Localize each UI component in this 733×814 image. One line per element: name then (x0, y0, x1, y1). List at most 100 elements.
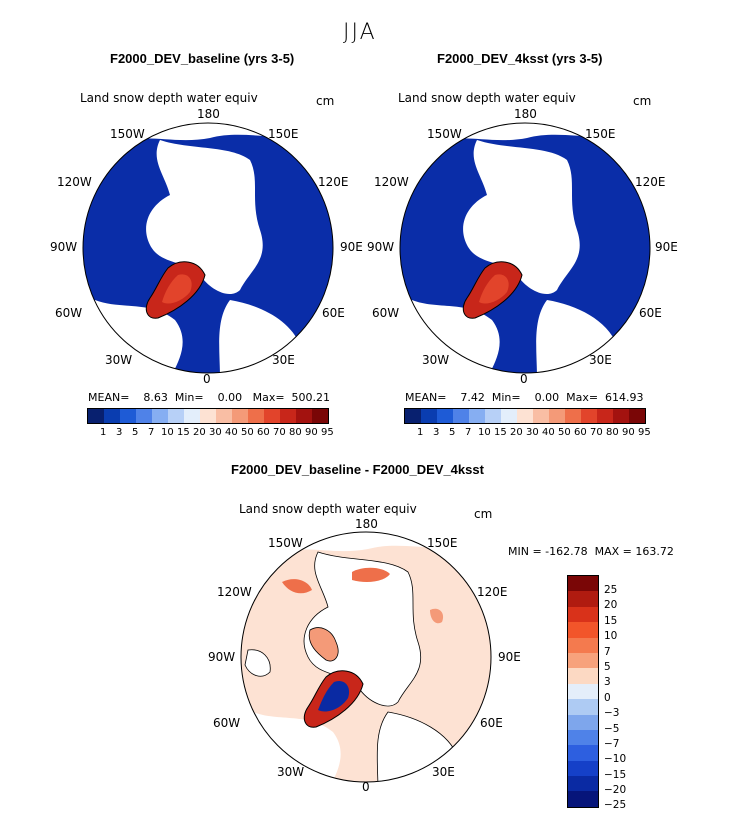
colorbar-tick-label: 7 (465, 427, 472, 438)
lon-60w-1: 60W (55, 306, 83, 320)
colorbar-tick-label: 0 (604, 691, 611, 704)
colorbar-diff (567, 575, 599, 808)
colorbar-tick-label: 3 (604, 676, 611, 689)
lon-30w-2: 30W (422, 353, 450, 367)
lon-60e-diff: 60E (480, 716, 503, 730)
colorbar-tick-label: 30 (209, 427, 222, 438)
lon-120w-diff: 120W (217, 585, 252, 599)
colorbar-swatch (568, 714, 598, 730)
panel2-title: F2000_DEV_4ksst (yrs 3-5) (437, 51, 603, 66)
colorbar-swatch (533, 409, 549, 423)
colorbar-swatch (549, 409, 565, 423)
colorbar-swatch (568, 729, 598, 746)
colorbar-tick-label: 60 (574, 427, 587, 438)
colorbar-tick-label: 10 (604, 630, 618, 643)
colorbar-tick-label: 5 (604, 660, 611, 673)
colorbar-swatch (104, 409, 120, 423)
colorbar-tick-label: 15 (604, 614, 618, 627)
colorbar-swatch (629, 409, 645, 423)
colorbar-swatch (568, 699, 598, 715)
colorbar-swatch (568, 776, 598, 792)
colorbar-swatch (421, 409, 437, 423)
lon-30e-diff: 30E (432, 765, 455, 779)
season-title: JJA (343, 20, 377, 45)
lon-0-1: 0 (203, 372, 211, 386)
lon-150w-1: 150W (110, 127, 145, 141)
diff-stats: MIN = -162.78 MAX = 163.72 (508, 545, 674, 558)
colorbar-swatch (501, 409, 517, 423)
colorbar-swatch (568, 591, 598, 607)
colorbar-tick-label: 50 (241, 427, 254, 438)
colorbar-tick-label: 40 (225, 427, 238, 438)
colorbar-2 (404, 408, 646, 424)
colorbar-tick-label: 50 (558, 427, 571, 438)
colorbar-swatch (88, 409, 104, 423)
lon-30e-2: 30E (589, 353, 612, 367)
colorbar-swatch (152, 409, 168, 423)
colorbar-tick-label: 3 (433, 427, 440, 438)
lon-120w-2: 120W (374, 175, 409, 189)
lon-60e-1: 60E (322, 306, 345, 320)
colorbar-swatch (405, 409, 421, 423)
lon-150w-2: 150W (427, 127, 462, 141)
colorbar-tick-label: 95 (638, 427, 651, 438)
colorbar-swatch (200, 409, 216, 423)
colorbar-tick-label: 3 (116, 427, 123, 438)
colorbar-tick-label: 25 (604, 584, 618, 596)
diff-title: F2000_DEV_baseline - F2000_DEV_4ksst (231, 462, 484, 477)
lon-60w-2: 60W (372, 306, 400, 320)
lon-90w-2: 90W (367, 240, 395, 254)
colorbar-swatch (312, 409, 328, 423)
panel1-unit: cm (316, 94, 335, 108)
diff-variable: Land snow depth water equiv (239, 502, 417, 516)
colorbar-swatch (437, 409, 453, 423)
colorbar-swatch (248, 409, 264, 423)
colorbar-tick-label: −3 (604, 707, 620, 720)
lon-90e-diff: 90E (498, 650, 521, 664)
lon-60e-2: 60E (639, 306, 662, 320)
colorbar-swatch (568, 745, 598, 761)
colorbar-tick-label: 80 (606, 427, 619, 438)
lon-90w-diff: 90W (208, 650, 236, 664)
colorbar-swatch (469, 409, 485, 423)
colorbar-tick-label: −7 (604, 737, 620, 750)
lon-180-diff: 180 (355, 517, 378, 531)
panel1-stats: MEAN= 8.63 Min= 0.00 Max= 500.21 (88, 391, 331, 404)
colorbar-swatch (565, 409, 581, 423)
colorbar-tick-label: −15 (604, 768, 627, 781)
lon-150e-diff: 150E (427, 536, 458, 550)
panel2-stats: MEAN= 7.42 Min= 0.00 Max= 614.93 (405, 391, 644, 404)
diff-unit: cm (474, 507, 493, 521)
colorbar-swatch (568, 791, 598, 807)
panel2-variable: Land snow depth water equiv (398, 91, 576, 105)
panel1-title: F2000_DEV_baseline (yrs 3-5) (110, 51, 295, 66)
lon-150e-2: 150E (585, 127, 616, 141)
lon-150w-diff: 150W (268, 536, 303, 550)
colorbar-swatch (184, 409, 200, 423)
colorbar-tick-label: 5 (449, 427, 456, 438)
colorbar-swatch (168, 409, 184, 423)
colorbar-tick-label: 80 (289, 427, 302, 438)
colorbar-swatch (453, 409, 469, 423)
colorbar-swatch (232, 409, 248, 423)
colorbar-swatch (296, 409, 312, 423)
colorbar-swatch (568, 760, 598, 777)
colorbar-tick-label: −5 (604, 722, 620, 735)
colorbar-swatch (597, 409, 613, 423)
colorbar-swatch (568, 683, 598, 700)
colorbar-swatch (568, 637, 598, 653)
colorbar-tick-label: 60 (257, 427, 270, 438)
colorbar-tick-label: 70 (590, 427, 603, 438)
lon-30w-diff: 30W (277, 765, 305, 779)
colorbar-tick-label: 30 (526, 427, 539, 438)
colorbar-tick-label: 95 (321, 427, 334, 438)
colorbar-swatch (264, 409, 280, 423)
colorbar-swatch (136, 409, 152, 423)
panel2-unit: cm (633, 94, 652, 108)
colorbar-tick-label: 70 (273, 427, 286, 438)
colorbar-tick-label: 15 (177, 427, 190, 438)
lon-30w-1: 30W (105, 353, 133, 367)
